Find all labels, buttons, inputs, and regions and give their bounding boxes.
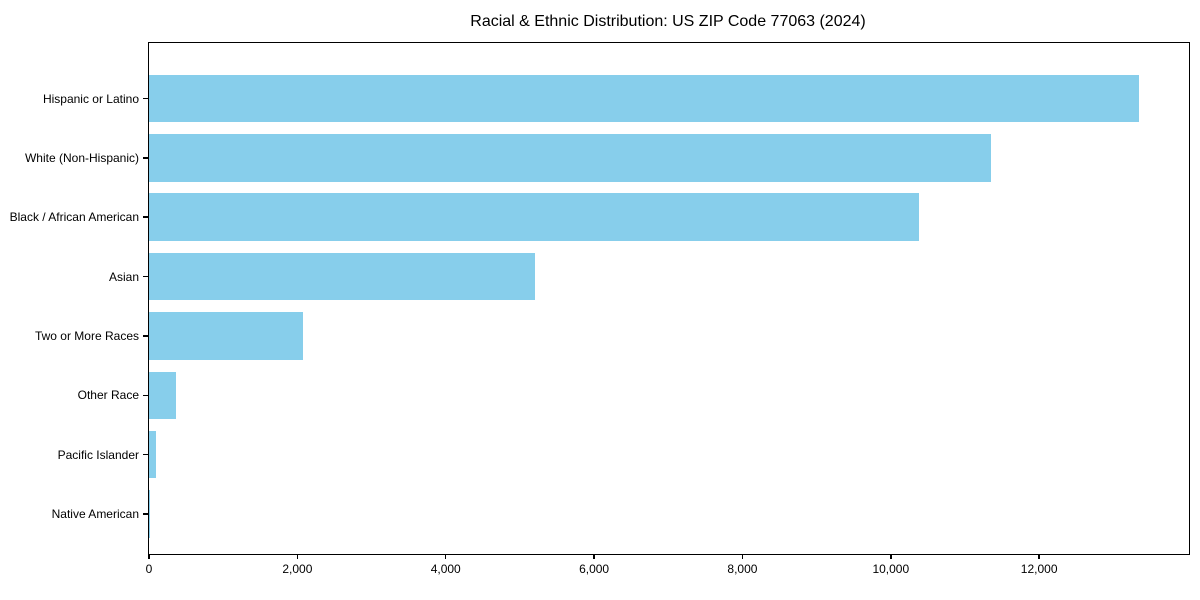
x-tick-mark [741, 554, 744, 559]
bar-other-race [149, 371, 176, 420]
y-tick-mark [142, 157, 148, 159]
x-tick-label-10-000: 10,000 [872, 562, 910, 576]
plot-area: Hispanic or Latino White (Non-Hispanic) Bl… [10, 42, 1190, 576]
chart-title: Racial & Ethnic Distribution: US ZIP Cod… [470, 13, 866, 30]
x-tick-label-12-000: 12,000 [1020, 562, 1058, 576]
y-tick-label-pacific-islander: Pacific Islander [57, 447, 139, 462]
y-tick-mark [142, 513, 148, 515]
y-tick-label-hispanic-or-latino: Hispanic or Latino [42, 91, 139, 106]
x-tick-label-4-000: 4,000 [430, 562, 461, 576]
bar-asian [149, 252, 535, 301]
bar-pacific-islander [149, 430, 157, 479]
x-tick-mark [444, 554, 447, 559]
x-tick-mark [1038, 554, 1040, 559]
bar-two-or-more-races [149, 312, 304, 360]
x-tick-label-8-000: 8,000 [727, 562, 758, 576]
y-tick-mark [142, 394, 148, 397]
y-tick-label-black-african-american: Black / African American [9, 210, 139, 225]
y-tick-mark [142, 335, 148, 337]
y-tick-label-white-non-hispanic: White (Non-Hispanic) [24, 150, 139, 165]
y-tick-mark [142, 275, 148, 278]
x-tick-mark [296, 554, 299, 559]
bar-white-non-hispanic [149, 134, 991, 182]
y-tick-label-other-race: Other Race [77, 388, 139, 403]
bar-black-african-american [149, 193, 919, 241]
bar-native-american [149, 490, 151, 538]
y-tick-label-two-or-more-races: Two or More Races [34, 328, 139, 343]
bar-hispanic-or-latino [149, 74, 1140, 123]
y-tick-mark [142, 97, 148, 100]
x-tick-label-0: 0 [145, 562, 153, 576]
x-tick-mark [890, 554, 892, 559]
y-tick-mark [142, 453, 148, 456]
x-tick-mark [593, 554, 595, 559]
y-tick-label-asian: Asian [108, 269, 139, 284]
y-tick-label-native-american: Native American [51, 507, 139, 522]
x-tick-label-6-000: 6,000 [579, 562, 610, 576]
x-tick-label-2-000: 2,000 [282, 562, 313, 576]
x-tick-mark [148, 554, 150, 559]
y-tick-mark [142, 216, 148, 218]
